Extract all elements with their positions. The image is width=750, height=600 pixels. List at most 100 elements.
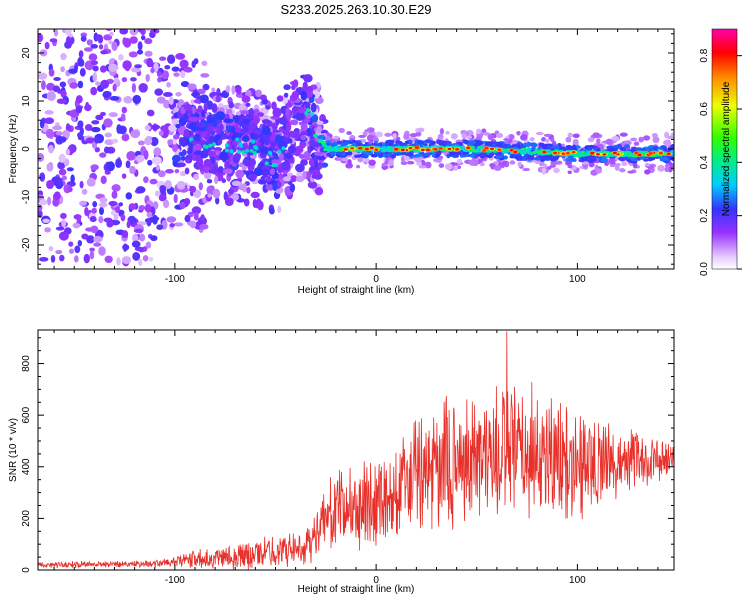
heatmap-blob: [167, 54, 176, 65]
heatmap-blob: [552, 145, 560, 150]
heatmap-blob: [217, 165, 224, 174]
heatmap-blob: [207, 150, 217, 157]
heatmap-blob: [237, 150, 241, 154]
heatmap-blob: [453, 165, 459, 171]
heatmap-blob: [99, 152, 107, 158]
heatmap-blob: [60, 212, 67, 219]
heatmap-blob: [234, 114, 240, 124]
heatmap-blob: [50, 255, 56, 263]
heatmap-blob: [289, 183, 296, 193]
heatmap-blob: [95, 81, 101, 86]
heatmap-blob: [44, 117, 55, 125]
heatmap-blob: [384, 132, 392, 137]
snr-series-line: [38, 331, 674, 570]
heatmap-blob: [215, 95, 221, 103]
heatmap-blob: [139, 233, 146, 242]
heatmap-blob: [75, 105, 83, 114]
heatmap-blob: [123, 96, 133, 104]
heatmap-blob: [206, 185, 215, 195]
heatmap-blob: [445, 130, 450, 135]
heatmap-blob: [211, 103, 218, 113]
heatmap-blob: [81, 188, 88, 195]
heatmap-blob: [77, 80, 84, 89]
heatmap-blob: [630, 137, 638, 142]
heatmap-blob: [115, 158, 123, 169]
heatmap-blob: [189, 185, 197, 193]
heatmap-blob: [79, 126, 84, 136]
heatmap-blob: [259, 94, 267, 101]
colorbar-label: Normalized spectral amplitude: [721, 81, 732, 216]
y-tick-label: 600: [21, 406, 32, 423]
heatmap-blob: [600, 158, 609, 163]
heatmap-blob: [612, 151, 617, 155]
heatmap-blob: [605, 138, 614, 145]
heatmap-blob: [520, 134, 528, 141]
heatmap-blob: [283, 176, 291, 182]
heatmap-blob: [234, 152, 242, 161]
heatmap-blob: [304, 102, 310, 109]
heatmap-blob: [565, 152, 570, 155]
heatmap-blob: [189, 220, 197, 229]
heatmap-blob: [490, 147, 494, 150]
heatmap-blob: [387, 159, 394, 167]
heatmap-blob: [332, 142, 339, 146]
heatmap-blob: [554, 168, 560, 174]
heatmap-blob: [199, 223, 209, 230]
x-tick-label: 0: [373, 575, 379, 586]
heatmap-blob: [162, 199, 170, 209]
heatmap-blob: [103, 146, 110, 154]
heatmap-blob: [202, 144, 207, 149]
heatmap-blob: [289, 131, 300, 139]
heatmap-blob: [48, 68, 55, 77]
heatmap-blob: [78, 50, 84, 58]
heatmap-blob: [364, 147, 369, 151]
heatmap-blob: [324, 140, 332, 144]
heatmap-blob: [231, 180, 242, 187]
heatmap-blob: [476, 140, 484, 146]
heatmap-blob: [193, 212, 199, 221]
heatmap-blob: [104, 132, 113, 138]
heatmap-blob: [159, 56, 167, 61]
heatmap-blob: [368, 159, 376, 166]
heatmap-blob: [417, 140, 425, 145]
heatmap-blob: [175, 123, 181, 129]
heatmap-blob: [98, 215, 104, 224]
heatmap-blob: [79, 67, 86, 77]
heatmap-blob: [516, 130, 521, 136]
heatmap-blob: [476, 128, 482, 135]
heatmap-blob: [55, 249, 63, 255]
heatmap-blob: [669, 150, 674, 153]
heatmap-blob: [188, 116, 199, 122]
heatmap-blob: [80, 35, 87, 42]
heatmap-blob: [88, 53, 98, 62]
heatmap-blob: [664, 164, 671, 169]
heatmap-blob: [479, 162, 485, 167]
heatmap-blob: [162, 91, 173, 98]
heatmap-blob: [533, 156, 541, 161]
heatmap-blob: [65, 35, 75, 46]
heatmap-blob: [277, 150, 282, 154]
heatmap-blob: [143, 176, 149, 184]
heatmap-blob: [481, 128, 487, 134]
heatmap-blob: [198, 182, 203, 191]
heatmap-blob: [132, 94, 142, 104]
heatmap-blob: [252, 198, 258, 208]
heatmap-blob: [253, 167, 264, 177]
heatmap-blob: [447, 147, 452, 151]
heatmap-blob: [187, 149, 193, 155]
heatmap-blob: [45, 128, 54, 139]
y-tick-label: 0: [21, 146, 32, 152]
heatmap-blob: [39, 172, 46, 182]
heatmap-blob: [571, 153, 579, 156]
heatmap-blob: [292, 79, 299, 88]
heatmap-blob: [664, 139, 672, 147]
heatmap-blob: [181, 137, 187, 148]
heatmap-blob: [340, 157, 349, 162]
heatmap-blob: [637, 153, 642, 157]
heatmap-blob: [282, 130, 290, 135]
heatmap-blob: [246, 186, 251, 194]
heatmap-blob: [130, 77, 137, 82]
heatmap-blob: [309, 112, 314, 117]
heatmap-blob: [167, 139, 175, 146]
heatmap-blob: [666, 152, 671, 156]
